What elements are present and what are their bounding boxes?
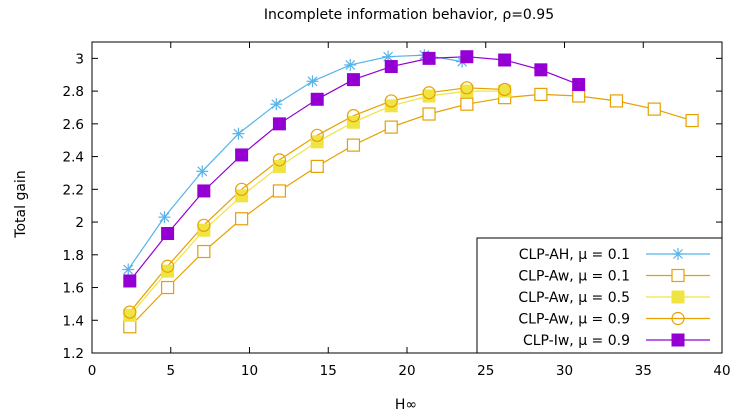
data-point — [272, 117, 286, 131]
y-tick-label: 3 — [75, 51, 84, 67]
legend-swatch-marker — [671, 268, 685, 283]
data-point — [384, 120, 398, 134]
axis-ticks: 0 5 10 15 20 25 30 35 40 1.2 1.4 1.6 1.8 2 2.2 2.4 2.6 2.… — [63, 42, 731, 379]
data-point — [270, 98, 283, 111]
data-point — [123, 305, 137, 319]
x-tick-label: 0 — [88, 363, 97, 379]
data-point — [306, 75, 319, 88]
data-point — [572, 89, 586, 103]
data-point — [197, 223, 211, 237]
y-axis-label: Total gain — [13, 170, 29, 238]
data-point — [422, 107, 436, 121]
legend-label: CLP-Aw, μ = 0.5 — [518, 290, 630, 306]
x-tick-label: 25 — [477, 363, 494, 379]
legend-swatch-marker — [671, 333, 685, 347]
data-point — [498, 53, 512, 67]
data-point — [498, 82, 512, 97]
x-tick-label: 10 — [241, 363, 258, 379]
data-point — [235, 148, 249, 162]
y-tick-label: 2 — [75, 215, 84, 231]
y-tick-label: 2.4 — [63, 150, 84, 166]
data-point — [235, 212, 249, 226]
y-tick-label: 2.8 — [63, 84, 84, 100]
series-line-2 — [129, 93, 693, 328]
data-point — [310, 92, 324, 106]
x-tick-label: 35 — [635, 363, 652, 379]
data-point — [161, 259, 175, 273]
data-point — [384, 94, 398, 108]
data-point — [235, 182, 249, 196]
data-point — [384, 99, 398, 113]
series-markers — [122, 49, 699, 334]
x-axis-label: H∞ — [395, 397, 417, 413]
data-point — [685, 113, 699, 128]
data-point — [460, 84, 474, 98]
y-tick-label: 2.2 — [63, 182, 84, 198]
data-point — [460, 97, 474, 111]
legend-label: CLP-Aw, μ = 0.9 — [518, 312, 630, 328]
series-line-3 — [129, 90, 505, 316]
legend-label: CLP-AH, μ = 0.1 — [519, 247, 630, 263]
legend-swatch-marker — [672, 248, 684, 260]
data-point — [346, 73, 360, 87]
data-point — [161, 227, 175, 241]
series-line-4 — [129, 87, 505, 313]
data-point — [196, 165, 209, 178]
data-point — [422, 51, 436, 65]
chart-title: Incomplete information behavior, ρ=0.95 — [264, 7, 554, 23]
x-tick-label: 40 — [713, 363, 730, 379]
data-point — [158, 211, 171, 224]
data-point — [310, 128, 324, 142]
legend-swatch-marker — [671, 290, 685, 304]
data-point — [534, 63, 548, 77]
data-point — [460, 50, 474, 64]
series-line-1 — [127, 54, 463, 270]
data-point — [346, 138, 361, 152]
data-point — [197, 184, 211, 198]
y-tick-label: 1.4 — [63, 313, 84, 329]
data-point — [422, 89, 436, 103]
data-point — [572, 78, 586, 92]
x-tick-label: 15 — [320, 363, 337, 379]
data-point — [344, 58, 357, 71]
legend-label: CLP-Aw, μ = 0.1 — [518, 269, 630, 285]
y-tick-label: 1.8 — [63, 248, 84, 264]
data-point — [310, 159, 324, 173]
data-point — [346, 109, 361, 123]
legend-label: CLP-Iw, μ = 0.9 — [523, 333, 630, 349]
data-point — [161, 264, 175, 278]
data-point — [534, 87, 548, 101]
x-tick-label: 5 — [166, 363, 175, 379]
data-point — [123, 274, 137, 288]
legend-swatch-marker — [671, 311, 685, 326]
data-point — [197, 244, 211, 259]
plot-frame — [91, 41, 723, 354]
y-tick-label: 1.2 — [63, 346, 84, 362]
y-tick-label: 2.6 — [63, 117, 84, 133]
legend: CLP-AH, μ = 0.1 CLP-Aw, μ = 0.1 CLP-Aw, μ … — [476, 237, 723, 354]
x-tick-label: 20 — [398, 363, 415, 379]
data-point — [272, 184, 287, 198]
data-point — [122, 263, 135, 276]
data-point — [123, 308, 137, 322]
data-point — [609, 94, 624, 108]
data-point — [123, 320, 137, 334]
x-tick-label: 30 — [556, 363, 573, 379]
data-point — [384, 60, 398, 74]
data-point — [460, 81, 474, 95]
data-point — [161, 280, 175, 295]
data-point — [647, 102, 661, 116]
data-point — [272, 153, 287, 167]
y-tick-label: 1.6 — [63, 281, 84, 297]
data-point — [232, 127, 245, 140]
data-point — [197, 218, 211, 232]
data-point — [422, 86, 436, 100]
